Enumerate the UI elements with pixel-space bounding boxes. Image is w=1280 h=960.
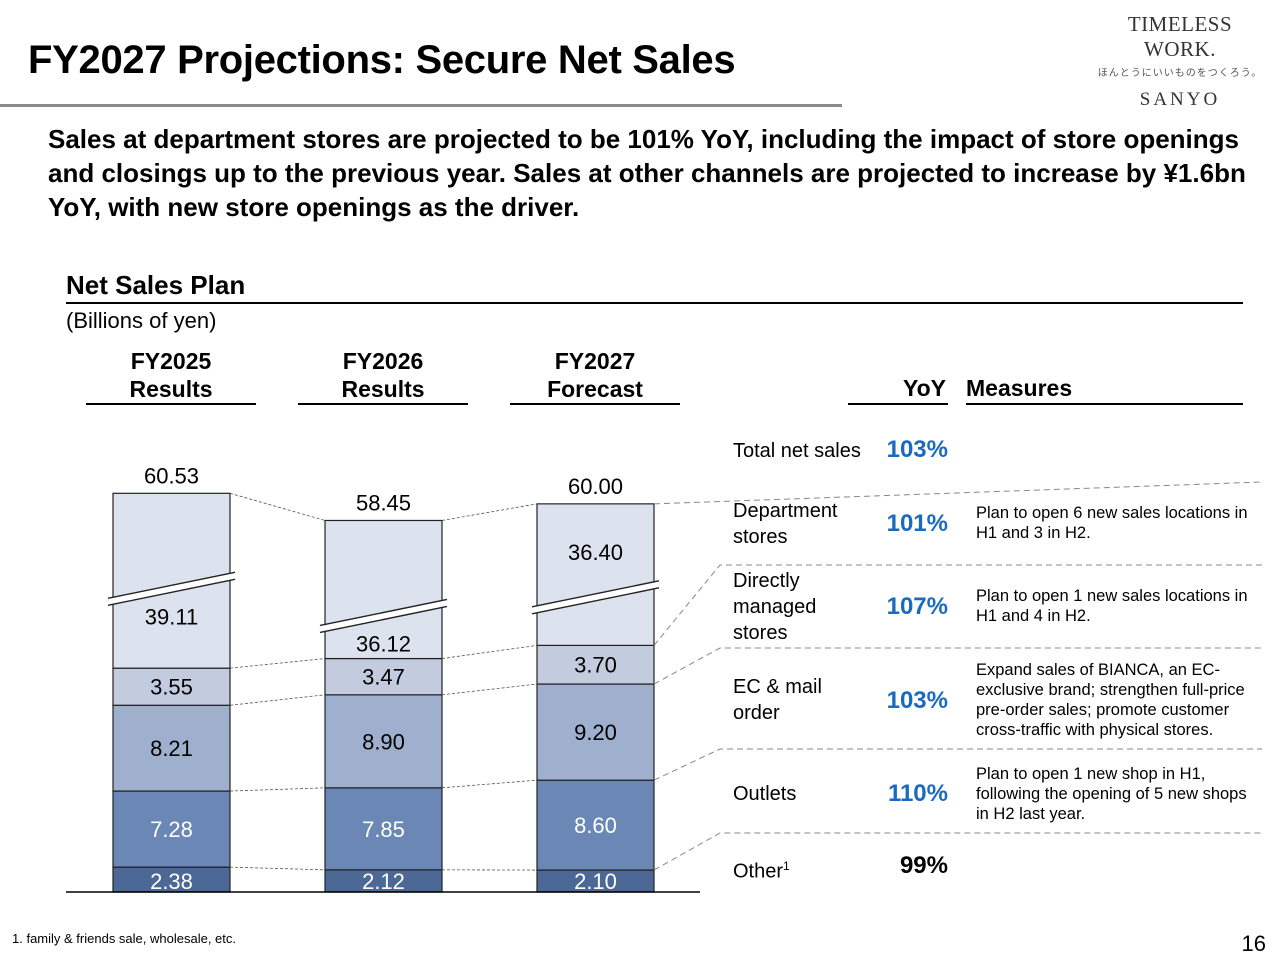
row-separator bbox=[653, 748, 1262, 781]
connector-line bbox=[441, 683, 538, 696]
row-label-other-text: Other bbox=[733, 860, 784, 883]
column-header-type: Results bbox=[129, 376, 213, 402]
bar-segment-ec bbox=[324, 694, 443, 789]
bar-segment-outlets bbox=[112, 790, 231, 868]
yoy-header-rule bbox=[848, 403, 948, 405]
column-header-year: FY2026 bbox=[342, 348, 424, 374]
row-yoy-directly-managed: 107% bbox=[886, 593, 948, 620]
column-header-type: Results bbox=[341, 376, 425, 402]
data-label-directly: 3.55 bbox=[150, 675, 193, 700]
title-divider bbox=[0, 104, 842, 107]
data-label-outlets: 7.85 bbox=[362, 817, 405, 842]
unit-label: (Billions of yen) bbox=[66, 308, 217, 333]
data-label-department: 36.12 bbox=[356, 631, 411, 656]
column-header-year: FY2027 bbox=[554, 348, 636, 374]
connector-line bbox=[229, 658, 326, 669]
page-title: FY2027 Projections: Secure Net Sales bbox=[28, 38, 736, 82]
row-measure-outlets: Plan to open 1 new shop in H1, following… bbox=[976, 765, 1247, 823]
data-label-other: 2.12 bbox=[362, 869, 405, 894]
connector-line bbox=[229, 492, 326, 521]
connector-line bbox=[441, 779, 538, 789]
bar-segment-department bbox=[324, 519, 443, 660]
connector-line bbox=[441, 644, 538, 659]
row-label-total: Total net sales bbox=[733, 440, 861, 462]
data-label-department: 39.11 bbox=[145, 604, 198, 629]
row-separator bbox=[653, 647, 1262, 685]
row-label-other: Other1 bbox=[733, 853, 790, 885]
column-header-fy2025: FY2025 Results bbox=[86, 347, 256, 403]
row-yoy-total: 103% bbox=[886, 436, 948, 463]
section-title: Net Sales Plan bbox=[66, 270, 246, 300]
connector-line bbox=[229, 694, 326, 706]
bar-segment-ec bbox=[536, 683, 655, 781]
row-measure-ec: Expand sales of BIANCA, an EC-exclusive … bbox=[976, 661, 1245, 739]
footnote: 1. family & friends sale, wholesale, etc… bbox=[12, 931, 236, 946]
data-label-outlets: 8.60 bbox=[574, 813, 617, 838]
data-label-other: 2.10 bbox=[574, 869, 617, 894]
column-header-rule bbox=[510, 403, 680, 405]
column-header-rule bbox=[298, 403, 468, 405]
column-header-year: FY2025 bbox=[130, 348, 212, 374]
row-yoy-other: 99% bbox=[899, 852, 948, 879]
data-label-ec: 8.21 bbox=[150, 736, 193, 761]
page-number: 16 bbox=[1241, 931, 1266, 956]
axis-break-gap bbox=[320, 599, 447, 633]
axis-break-line bbox=[531, 580, 660, 608]
row-label-ec: EC & mail order bbox=[733, 676, 822, 724]
bar-segment-department bbox=[536, 503, 655, 646]
company-logo: TIMELESS WORK. ほんとうにいいものをつくろう。 SANYO bbox=[1090, 12, 1270, 111]
row-label-department: Department stores bbox=[733, 500, 838, 548]
logo-tagline: TIMELESS WORK. bbox=[1127, 12, 1233, 61]
data-label-other: 2.38 bbox=[150, 869, 193, 894]
bar-segment-directly bbox=[112, 667, 231, 706]
lead-summary: Sales at department stores are projected… bbox=[48, 124, 1246, 222]
axis-break-gap bbox=[108, 572, 235, 606]
row-label-directly-managed: Directly managed stores bbox=[733, 570, 817, 644]
column-header-type: Forecast bbox=[547, 376, 643, 402]
bar-segment-outlets bbox=[324, 787, 443, 871]
axis-break-line bbox=[319, 605, 448, 634]
connector-line bbox=[229, 787, 326, 792]
data-label-ec: 8.90 bbox=[362, 729, 405, 754]
row-label-outlets: Outlets bbox=[733, 783, 797, 805]
row-separator bbox=[653, 832, 1262, 871]
row-yoy-department: 101% bbox=[886, 510, 948, 537]
axis-break-line bbox=[107, 571, 236, 599]
logo-brand: SANYO bbox=[1139, 89, 1221, 110]
row-separator bbox=[653, 481, 1263, 505]
measures-column-header: Measures bbox=[966, 375, 1073, 401]
axis-break-line bbox=[531, 587, 660, 615]
data-label-outlets: 7.28 bbox=[150, 817, 193, 842]
data-label-directly: 3.70 bbox=[574, 653, 617, 678]
total-label: 60.00 bbox=[568, 474, 623, 499]
logo-subtagline: ほんとうにいいものをつくろう。 bbox=[1097, 68, 1263, 79]
data-label-department: 36.40 bbox=[568, 540, 623, 565]
connector-line bbox=[229, 866, 326, 871]
yoy-column-header: YoY bbox=[902, 375, 946, 401]
section-divider bbox=[66, 302, 1243, 304]
data-label-ec: 9.20 bbox=[574, 720, 617, 745]
total-label: 58.45 bbox=[356, 490, 411, 515]
row-measure-directly-managed: Plan to open 1 new sales locations in H1… bbox=[976, 587, 1248, 625]
data-label-directly: 3.47 bbox=[362, 665, 405, 690]
column-header-fy2027: FY2027 Forecast bbox=[510, 347, 680, 403]
row-separator bbox=[653, 564, 1262, 646]
bar-segment-ec bbox=[112, 704, 231, 792]
measures-header-rule bbox=[966, 403, 1243, 405]
axis-break-line bbox=[319, 598, 448, 627]
row-yoy-outlets: 110% bbox=[887, 780, 948, 807]
total-label: 60.53 bbox=[144, 463, 199, 488]
axis-break-line bbox=[107, 578, 236, 606]
footnote-marker: 1 bbox=[783, 859, 790, 873]
connector-line bbox=[441, 503, 538, 521]
column-header-rule bbox=[86, 403, 256, 405]
column-header-fy2026: FY2026 Results bbox=[298, 347, 468, 403]
axis-break-gap bbox=[532, 580, 659, 614]
row-yoy-ec: 103% bbox=[886, 687, 948, 714]
row-measure-department: Plan to open 6 new sales locations in H1… bbox=[976, 504, 1248, 542]
